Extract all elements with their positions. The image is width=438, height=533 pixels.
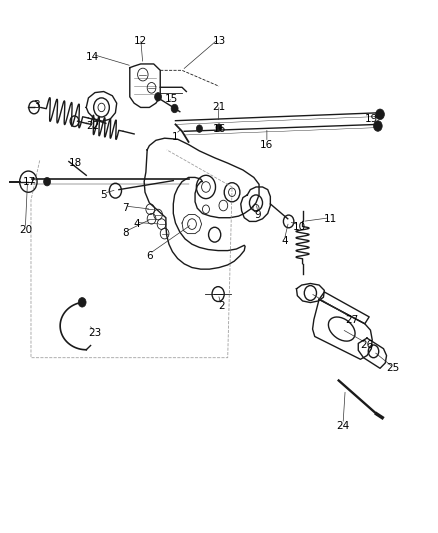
Text: 4: 4 xyxy=(133,219,140,229)
Text: 17: 17 xyxy=(23,176,36,187)
Text: 19: 19 xyxy=(365,114,378,124)
Circle shape xyxy=(78,297,86,307)
Text: 11: 11 xyxy=(323,214,337,224)
Text: 20: 20 xyxy=(19,225,32,236)
Text: 3: 3 xyxy=(33,100,39,110)
Text: 9: 9 xyxy=(255,209,261,220)
Text: 22: 22 xyxy=(86,121,99,131)
Text: 24: 24 xyxy=(336,421,350,431)
Text: 25: 25 xyxy=(386,364,400,373)
Text: 18: 18 xyxy=(69,158,82,168)
Circle shape xyxy=(374,120,382,131)
Text: 2: 2 xyxy=(218,301,225,311)
Text: 13: 13 xyxy=(212,36,226,46)
Text: 10: 10 xyxy=(293,222,306,232)
Circle shape xyxy=(44,177,50,186)
Circle shape xyxy=(376,109,385,119)
Text: 4: 4 xyxy=(281,236,288,246)
Text: 14: 14 xyxy=(86,52,99,62)
Text: 5: 5 xyxy=(100,190,107,200)
Circle shape xyxy=(155,93,162,101)
Circle shape xyxy=(196,125,202,132)
Text: 6: 6 xyxy=(146,251,153,261)
Circle shape xyxy=(171,104,178,113)
Text: 12: 12 xyxy=(134,36,147,46)
Text: 23: 23 xyxy=(88,328,102,338)
Text: 15: 15 xyxy=(165,94,178,104)
Text: 21: 21 xyxy=(212,102,226,112)
Text: 1: 1 xyxy=(172,132,179,142)
Text: 7: 7 xyxy=(122,203,129,213)
Circle shape xyxy=(216,124,222,131)
Text: 26: 26 xyxy=(360,340,374,350)
Text: 8: 8 xyxy=(122,228,129,238)
Text: 16: 16 xyxy=(212,124,226,134)
Text: 27: 27 xyxy=(345,314,358,325)
Text: 16: 16 xyxy=(260,140,273,150)
